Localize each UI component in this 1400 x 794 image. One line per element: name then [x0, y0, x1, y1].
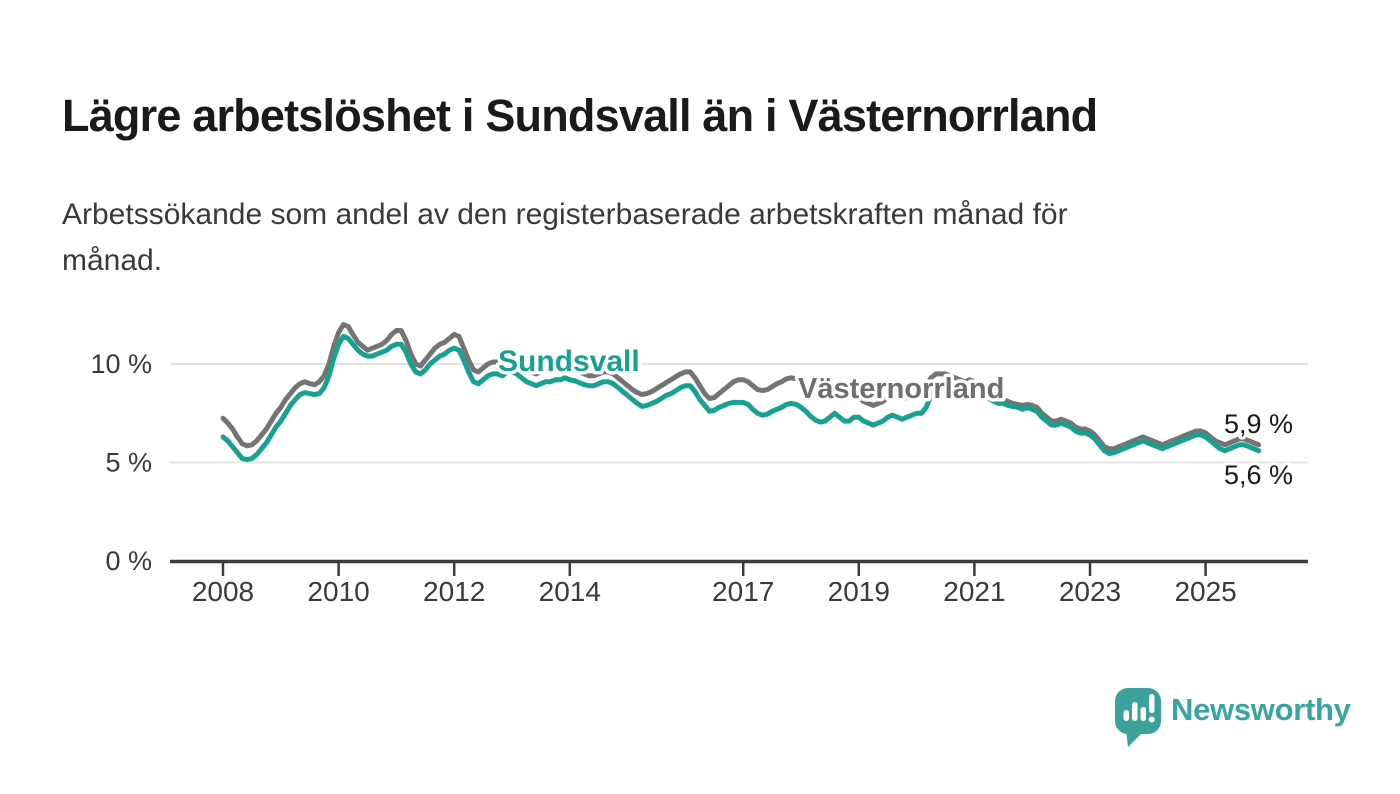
x-tick-label: 2023 — [1059, 576, 1121, 607]
logo-bar-tall — [1132, 702, 1138, 721]
chart-subtitle: Arbetssökande som andel av den registerb… — [62, 192, 1262, 284]
x-tick-label: 2008 — [192, 576, 254, 607]
series-line-sundsvall — [220, 333, 1262, 462]
logo-bar-small — [1123, 710, 1129, 721]
x-tick-label: 2019 — [828, 576, 890, 607]
logo-bubble-tail — [1126, 730, 1145, 747]
x-tick-label: 2017 — [712, 576, 774, 607]
chart-annotations: Sundsvall Västernorrland 5,9 % 5,6 % — [495, 342, 1297, 494]
y-tick-label: 5 % — [105, 448, 152, 478]
chart-subtitle-line2: månad. — [62, 244, 163, 277]
brand-wordmark: Newsworthy — [1171, 692, 1351, 727]
x-tick-label: 2010 — [307, 576, 369, 607]
chart-plot-area: 10 % 5 % 0 % 2008 2010 2012 2014 2017 2019 2021 20… — [90, 322, 1308, 607]
end-value-label-sundsvall: 5,6 % — [1224, 460, 1293, 490]
newsworthy-logo-icon — [1115, 688, 1161, 747]
series-label-vasternorrland: Västernorrland — [798, 373, 1004, 405]
logo-exclamation-bar — [1149, 694, 1155, 713]
series-label-sundsvall: Sundsvall — [498, 345, 640, 378]
x-tick-label: 2021 — [943, 576, 1005, 607]
y-tick-label: 10 % — [90, 349, 152, 379]
chart-title: Lägre arbetslöshet i Sundsvall än i Väst… — [62, 90, 1098, 142]
series-line-vasternorrland — [220, 322, 1262, 452]
y-tick-label: 0 % — [105, 546, 152, 576]
x-tick-label: 2012 — [423, 576, 485, 607]
x-tick-label: 2025 — [1174, 576, 1236, 607]
logo-bar-medium — [1140, 707, 1146, 721]
x-tick-label: 2014 — [539, 576, 601, 607]
chart-subtitle-line1: Arbetssökande som andel av den registerb… — [62, 198, 1068, 231]
end-value-label-vasternorrland: 5,9 % — [1224, 409, 1293, 439]
logo-exclamation-dot — [1148, 716, 1155, 723]
